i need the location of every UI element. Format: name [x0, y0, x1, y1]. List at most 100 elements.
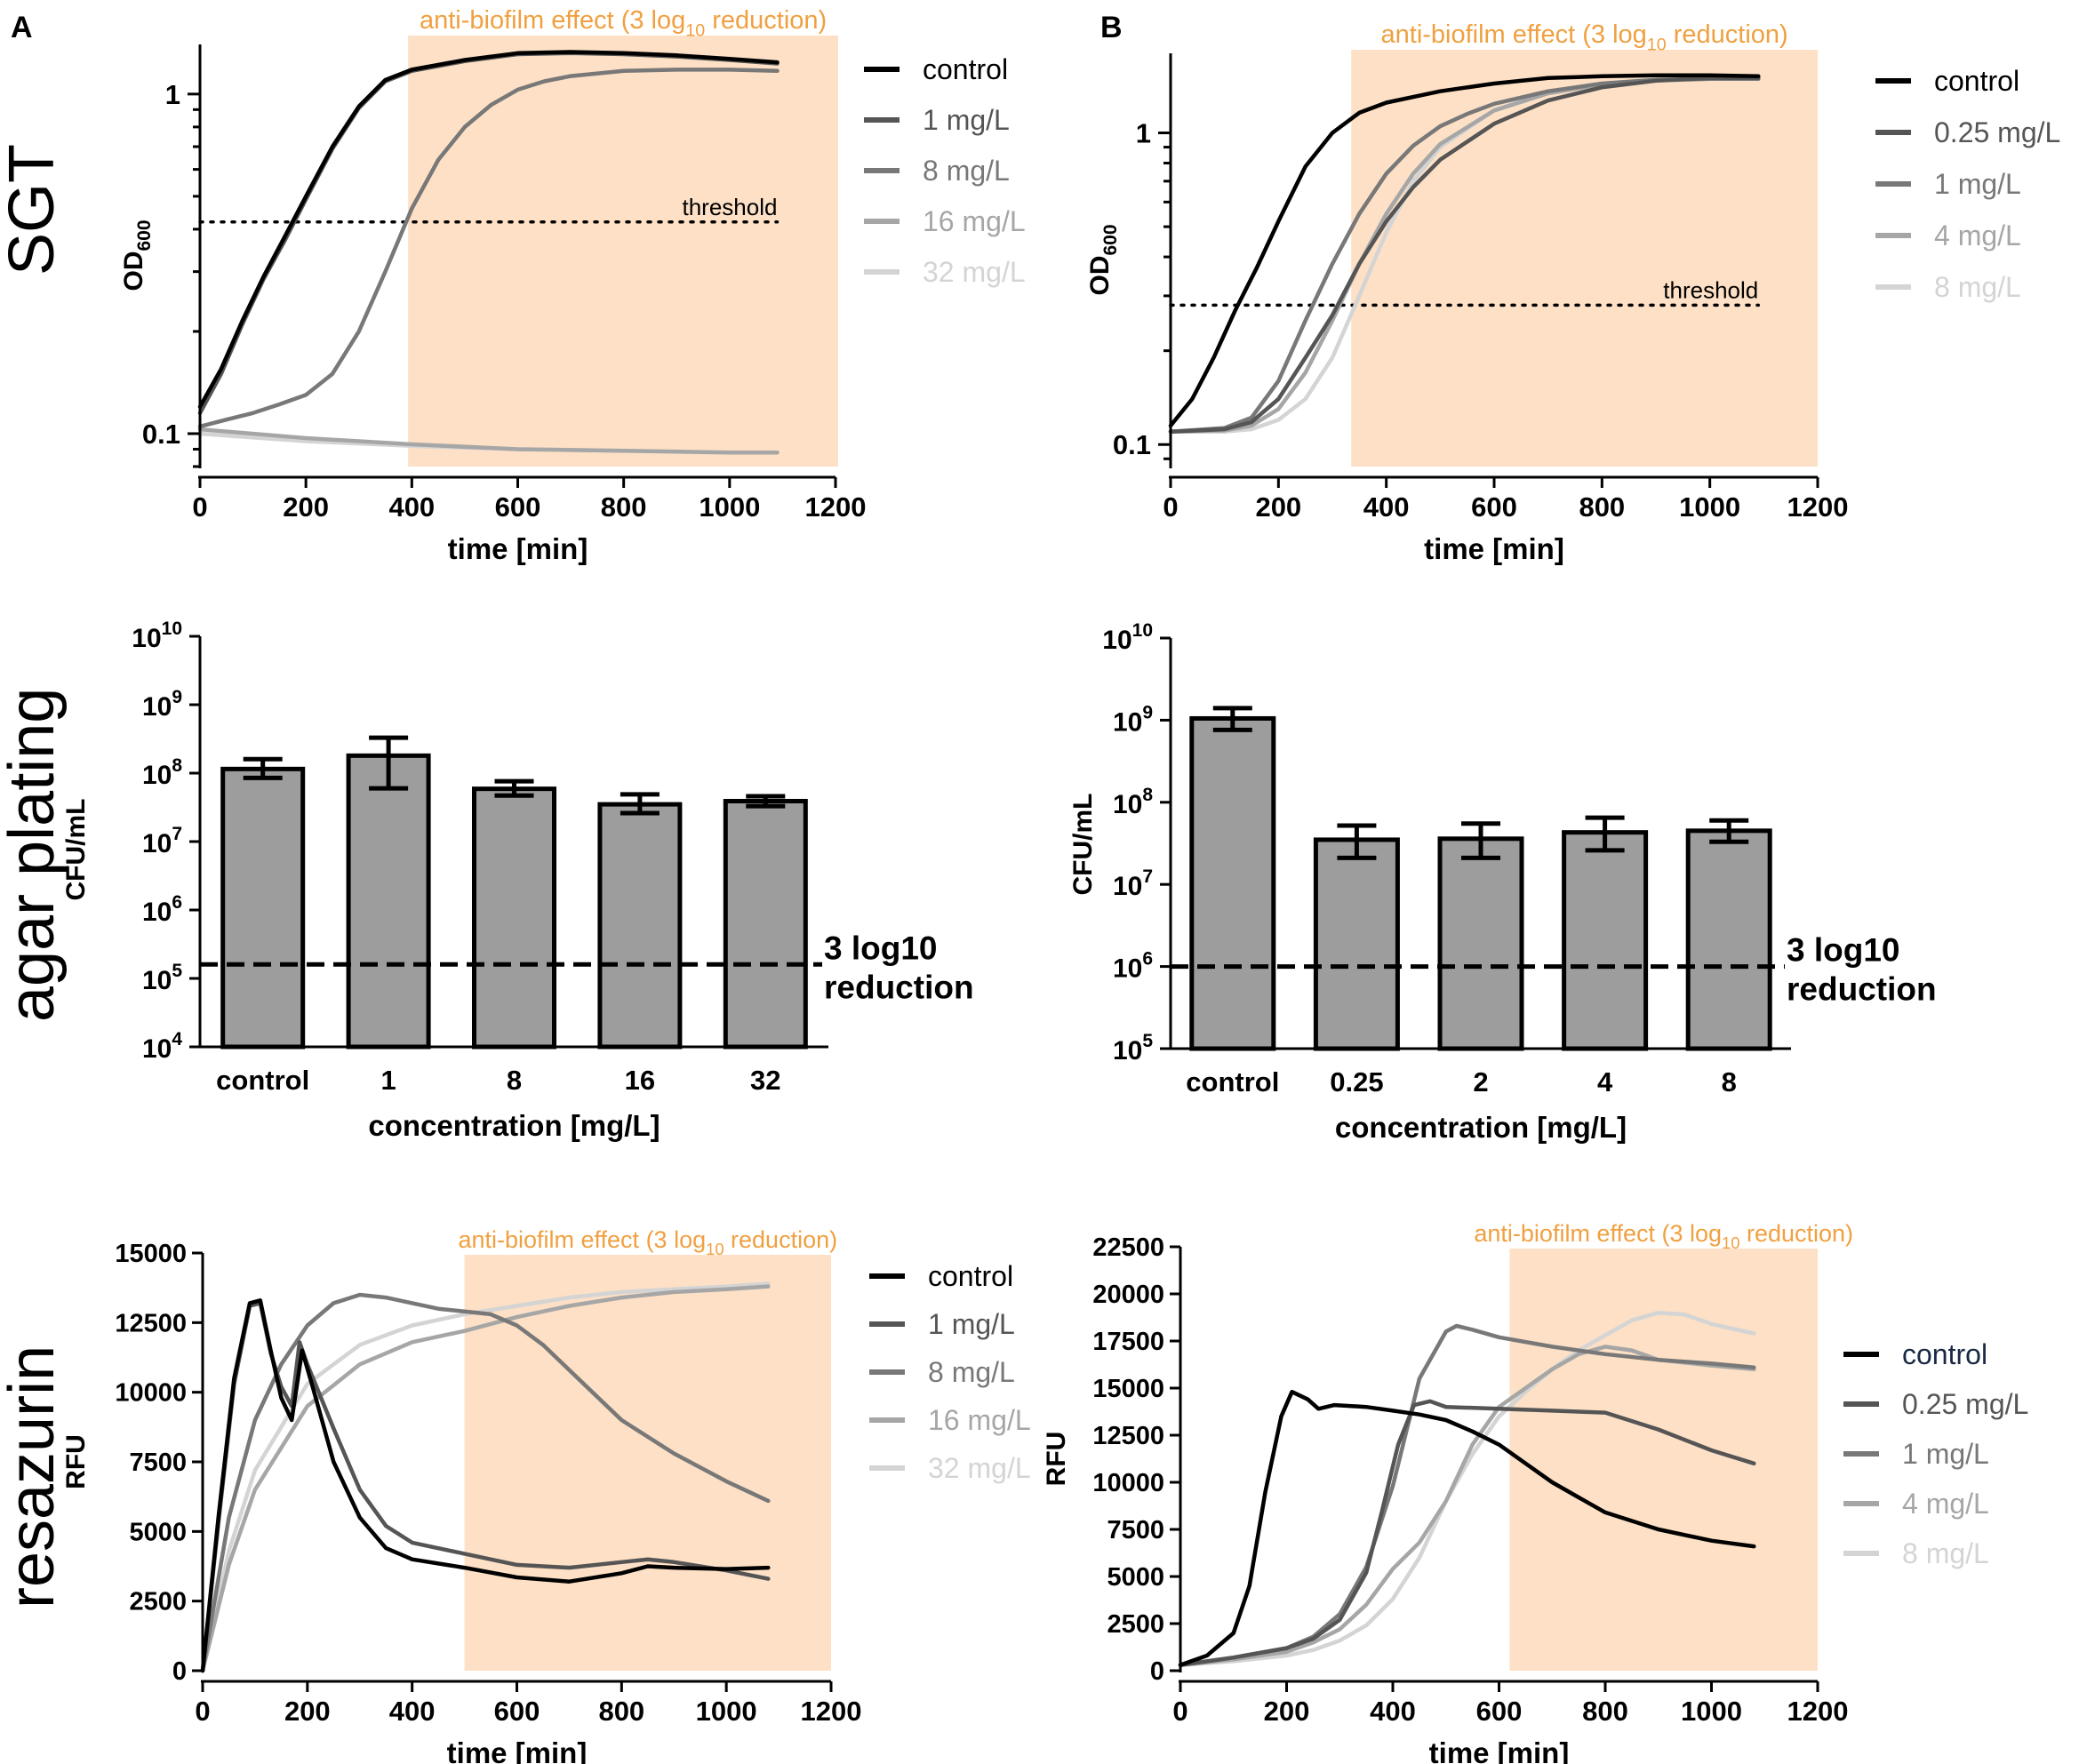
- x-tick-label: 400: [389, 1696, 436, 1727]
- x-axis-label: concentration [mg/L]: [1335, 1111, 1627, 1144]
- x-tick-label: 600: [495, 491, 541, 523]
- series-line-1: [197, 50, 780, 409]
- x-tick-label: control: [216, 1065, 309, 1096]
- sgt-chart-a: anti-biofilm effect (3 log10 reduction) t…: [119, 6, 1026, 565]
- series-line-2: [200, 1301, 771, 1673]
- bar-3: [1437, 836, 1524, 1051]
- legend-label-5: 8 mg/L: [1934, 271, 2021, 303]
- series-line-1: [200, 1298, 771, 1673]
- x-tick-label: 0.25: [1330, 1066, 1383, 1098]
- threshold-label-line2: reduction: [1787, 971, 1937, 1008]
- row-label-resazurin: resazurin: [0, 1345, 68, 1608]
- y-tick-label: 108: [1113, 785, 1153, 819]
- threshold-label-line1: 3 log10: [824, 930, 938, 966]
- x-tick-label: 1000: [1681, 1696, 1742, 1727]
- y-tick-label: 0.1: [1113, 429, 1151, 460]
- chart-title: anti-biofilm effect (3 log10 reduction): [458, 1226, 837, 1258]
- legend-label-1: control: [1902, 1338, 1987, 1370]
- y-tick-label: 104: [142, 1029, 182, 1064]
- y-tick-label: 105: [1113, 1031, 1153, 1066]
- x-tick-label: 1200: [1787, 1696, 1849, 1727]
- x-tick-label: 400: [1370, 1696, 1416, 1727]
- x-tick-label: 1200: [1787, 491, 1849, 523]
- x-tick-label: 200: [284, 1696, 331, 1727]
- y-tick-label: 109: [1113, 702, 1153, 737]
- x-tick-label: 800: [1582, 1696, 1628, 1727]
- legend-label-5: 32 mg/L: [923, 256, 1026, 288]
- series-line-1: [1178, 1389, 1756, 1667]
- series-line-1: [1168, 73, 1761, 428]
- panel-label-a: A: [11, 11, 33, 44]
- y-tick-label: 106: [142, 892, 182, 927]
- threshold-label: threshold: [682, 194, 777, 220]
- y-tick-label: 0: [1150, 1657, 1164, 1686]
- sgt-chart-b: anti-biofilm effect (3 log10 reduction) t…: [1085, 20, 2060, 565]
- row-label-agar-plating: agar plating: [0, 688, 68, 1022]
- x-tick-label: 16: [625, 1065, 655, 1096]
- anti-biofilm-shading: [464, 1255, 831, 1671]
- y-tick-label: 107: [1113, 866, 1153, 901]
- y-axis-label: RFU: [61, 1434, 91, 1489]
- y-tick-label: 7500: [129, 1449, 187, 1477]
- threshold-label-line2: reduction: [824, 969, 974, 1005]
- x-tick-label: 1200: [801, 1696, 862, 1727]
- panel-label-b: B: [1100, 11, 1123, 44]
- bar-5: [1685, 828, 1772, 1051]
- x-tick-label: 1200: [805, 491, 867, 523]
- bar-3: [472, 786, 556, 1050]
- bar-4: [1562, 830, 1649, 1051]
- y-tick-label: 20000: [1092, 1281, 1164, 1309]
- y-tick-label: 12500: [115, 1309, 187, 1337]
- y-tick-label: 106: [1113, 949, 1153, 984]
- y-tick-label: 105: [142, 961, 182, 995]
- series-line-4: [197, 427, 780, 455]
- legend-label-2: 0.25 mg/L: [1934, 116, 2060, 148]
- y-tick-label: 17500: [1092, 1328, 1164, 1356]
- legend-label-2: 1 mg/L: [928, 1308, 1015, 1340]
- x-tick-label: 600: [1471, 491, 1517, 523]
- x-tick-label: 0: [192, 491, 207, 523]
- y-tick-label: 0: [172, 1657, 187, 1686]
- y-tick-label: 10000: [115, 1379, 187, 1408]
- x-tick-label: 200: [1264, 1696, 1310, 1727]
- y-axis-label: CFU/mL: [61, 799, 91, 901]
- x-tick-label: 1: [380, 1065, 396, 1096]
- bar-1: [220, 766, 306, 1050]
- y-axis-label: OD600: [1085, 224, 1121, 295]
- x-tick-label: 1000: [699, 491, 760, 523]
- y-axis-label: RFU: [1042, 1432, 1071, 1487]
- resazurin-chart-b: anti-biofilm effect (3 log10 reduction) 0…: [1042, 1220, 2028, 1764]
- bar-1: [1189, 715, 1276, 1051]
- row-label-sgt: SGT: [0, 144, 68, 275]
- legend-label-2: 1 mg/L: [923, 104, 1010, 136]
- legend-label-1: control: [928, 1260, 1013, 1292]
- legend-label-4: 4 mg/L: [1902, 1488, 1989, 1520]
- legend-label-4: 16 mg/L: [928, 1404, 1031, 1436]
- series-line-5: [200, 1281, 771, 1673]
- x-tick-label: control: [1186, 1066, 1279, 1098]
- y-tick-label: 5000: [1107, 1563, 1164, 1592]
- series-line-3: [197, 68, 780, 429]
- x-tick-label: 0: [1172, 1696, 1187, 1727]
- y-tick-label: 109: [142, 687, 182, 722]
- y-tick-label: 1010: [132, 619, 182, 653]
- threshold-label-line1: 3 log10: [1787, 932, 1900, 969]
- plating-chart-b: control 0.25 2 4 8 105 106 107 108 109 1010 concent…: [1068, 620, 1937, 1144]
- x-tick-label: 800: [598, 1696, 644, 1727]
- anti-biofilm-shading: [408, 36, 838, 467]
- x-tick-label: 200: [1255, 491, 1301, 523]
- plating-chart-a: control 1 8 16 32 104 105 106 107 108 109 1010 conce…: [61, 619, 974, 1142]
- chart-title: anti-biofilm effect (3 log10 reduction): [420, 6, 827, 41]
- x-tick-label: 4: [1597, 1066, 1613, 1098]
- series-line-2: [1168, 76, 1761, 434]
- bar-4: [597, 802, 683, 1050]
- y-tick-label: 7500: [1107, 1516, 1164, 1544]
- y-tick-label: 12500: [1092, 1422, 1164, 1450]
- y-axis-label: CFU/mL: [1068, 794, 1098, 896]
- y-tick-label: 1010: [1102, 620, 1153, 655]
- legend-label-5: 32 mg/L: [928, 1452, 1031, 1484]
- x-tick-label: 1000: [696, 1696, 757, 1727]
- x-tick-label: 0: [1163, 491, 1178, 523]
- x-axis-label: concentration [mg/L]: [368, 1109, 660, 1142]
